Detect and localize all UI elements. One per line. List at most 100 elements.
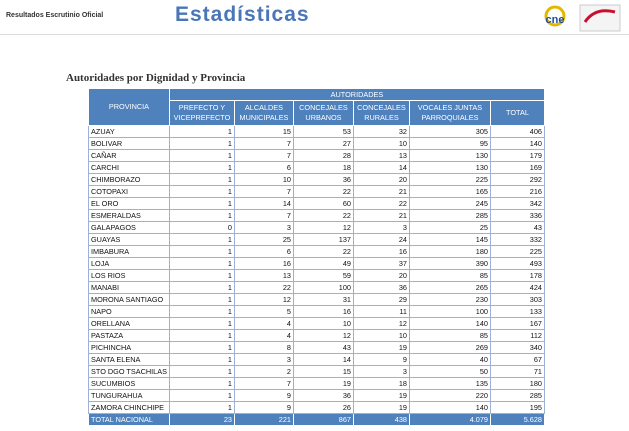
cell: 9 — [352, 353, 410, 366]
table-row: STO DGO TSACHILAS 1 2 15 3 50 71 — [88, 365, 545, 378]
cell: 14 — [352, 161, 410, 174]
table-row: CAÑAR 1 7 28 13 130 179 — [88, 149, 545, 162]
cell: CAÑAR — [88, 149, 170, 162]
cell: 145 — [408, 233, 491, 246]
cell: 10 — [233, 173, 294, 186]
cell: 18 — [292, 161, 354, 174]
cell: 71 — [489, 365, 545, 378]
cell: 1 — [168, 209, 235, 222]
logo-ring — [544, 5, 566, 27]
logo-swoosh — [583, 9, 616, 23]
cell: 12 — [352, 317, 410, 330]
cell: 27 — [292, 137, 354, 150]
cell: 1 — [168, 269, 235, 282]
cell: 31 — [292, 293, 354, 306]
cell: 19 — [292, 377, 354, 390]
total-cell: 867 — [292, 413, 354, 426]
cell: 95 — [408, 137, 491, 150]
cell: 4 — [233, 317, 294, 330]
table-row: NAPO 1 5 16 11 100 133 — [88, 305, 545, 318]
cell: 10 — [352, 329, 410, 342]
cell: 4 — [233, 329, 294, 342]
cell: 1 — [168, 281, 235, 294]
cell: 230 — [408, 293, 491, 306]
cell: 49 — [292, 257, 354, 270]
table-row: TUNGURAHUA 1 9 36 19 220 285 — [88, 389, 545, 402]
cell: SUCUMBIOS — [88, 377, 170, 390]
cell: 29 — [352, 293, 410, 306]
table-row: ORELLANA 1 4 10 12 140 167 — [88, 317, 545, 330]
cell: 406 — [489, 125, 545, 138]
cell: 220 — [408, 389, 491, 402]
cell: 85 — [408, 269, 491, 282]
header-title: Estadísticas — [175, 3, 310, 26]
cell: PASTAZA — [88, 329, 170, 342]
cell: 67 — [489, 353, 545, 366]
cell: 1 — [168, 353, 235, 366]
table-row: COTOPAXI 1 7 22 21 165 216 — [88, 185, 545, 198]
cell: 22 — [292, 209, 354, 222]
cell: 19 — [352, 389, 410, 402]
cell: MANABI — [88, 281, 170, 294]
cell: 12 — [233, 293, 294, 306]
cell: 130 — [408, 161, 491, 174]
header-subtitle: Resultados Escrutinio Oficial — [6, 12, 104, 19]
cell: CHIMBORAZO — [88, 173, 170, 186]
cell: 8 — [233, 341, 294, 354]
cell: 19 — [352, 401, 410, 414]
cell: 265 — [408, 281, 491, 294]
logo-text: cne — [546, 14, 565, 26]
cell: 1 — [168, 365, 235, 378]
header-cell: VOCALES JUNTAS PARROQUIALES — [408, 100, 491, 126]
election-logo — [579, 4, 621, 32]
cell: 332 — [489, 233, 545, 246]
cell: 32 — [352, 125, 410, 138]
table-row: GALAPAGOS 0 3 12 3 25 43 — [88, 221, 545, 234]
cell: 14 — [233, 197, 294, 210]
cell: 25 — [408, 221, 491, 234]
cell: 1 — [168, 233, 235, 246]
table-row: SANTA ELENA 1 3 14 9 40 67 — [88, 353, 545, 366]
table-row: PICHINCHA 1 8 43 19 269 340 — [88, 341, 545, 354]
cell: 1 — [168, 197, 235, 210]
cell: 22 — [352, 197, 410, 210]
cell: 140 — [408, 401, 491, 414]
table-row: EL ORO 1 14 60 22 245 342 — [88, 197, 545, 210]
cell: 22 — [233, 281, 294, 294]
cell: 22 — [292, 245, 354, 258]
top-bar — [0, 0, 629, 35]
cell: 15 — [233, 125, 294, 138]
cell: 7 — [233, 185, 294, 198]
cell: 245 — [408, 197, 491, 210]
table-row: AZUAY 1 15 53 32 305 406 — [88, 125, 545, 138]
cell: 285 — [408, 209, 491, 222]
total-cell: 23 — [168, 413, 235, 426]
cell: 36 — [352, 281, 410, 294]
cell: MORONA SANTIAGO — [88, 293, 170, 306]
table-row: IMBABURA 1 6 22 16 180 225 — [88, 245, 545, 258]
cell: 40 — [408, 353, 491, 366]
cell: 133 — [489, 305, 545, 318]
cell: 493 — [489, 257, 545, 270]
cell: 336 — [489, 209, 545, 222]
cell: 16 — [233, 257, 294, 270]
cell: 3 — [352, 365, 410, 378]
cell: 25 — [233, 233, 294, 246]
cell: 5 — [233, 305, 294, 318]
cell: PICHINCHA — [88, 341, 170, 354]
table-row: ESMERALDAS 1 7 22 21 285 336 — [88, 209, 545, 222]
logos: cne — [544, 4, 621, 32]
table-row: LOS RIOS 1 13 59 20 85 178 — [88, 269, 545, 282]
cell: 424 — [489, 281, 545, 294]
cell: 179 — [489, 149, 545, 162]
cell: 12 — [292, 329, 354, 342]
cell: 285 — [489, 389, 545, 402]
cell: ZAMORA CHINCHIPE — [88, 401, 170, 414]
cell: 16 — [352, 245, 410, 258]
cell: 21 — [352, 209, 410, 222]
cell: COTOPAXI — [88, 185, 170, 198]
cell: 7 — [233, 377, 294, 390]
table-row: BOLIVAR 1 7 27 10 95 140 — [88, 137, 545, 150]
cell: 100 — [292, 281, 354, 294]
cell: 1 — [168, 293, 235, 306]
